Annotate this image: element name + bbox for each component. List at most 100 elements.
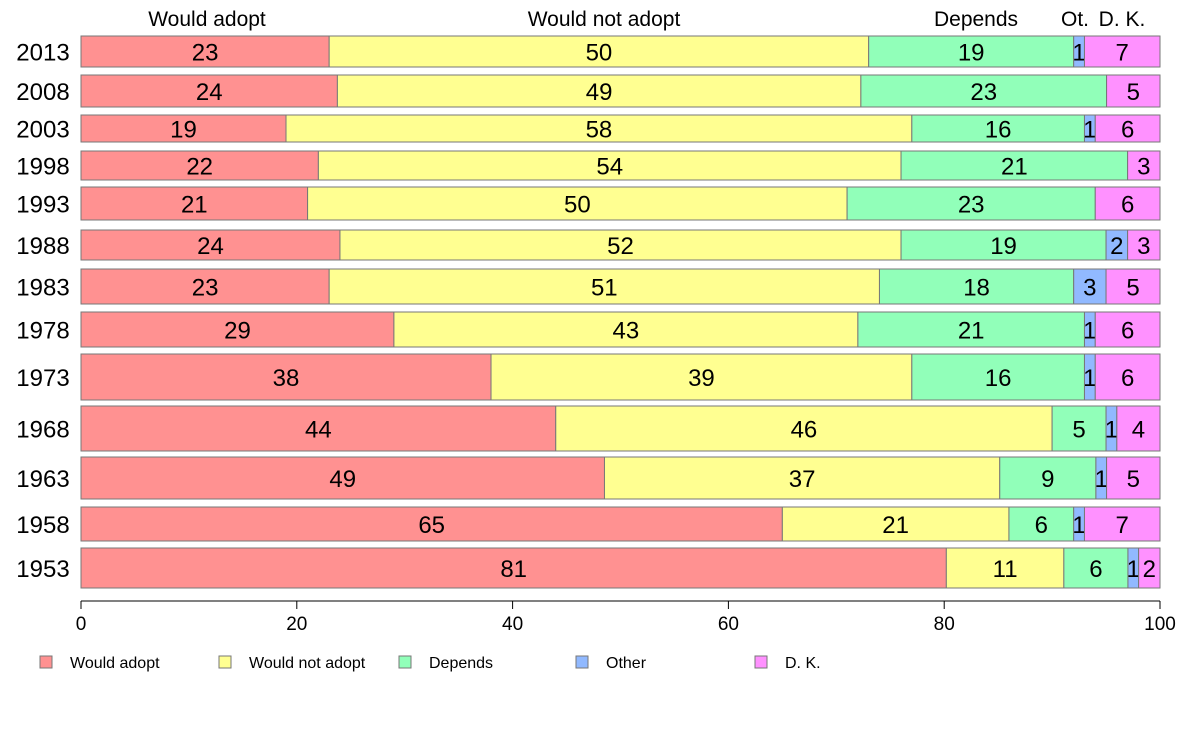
legend-item-d-k: D. K. — [754, 655, 821, 672]
data-label: 1 — [1127, 556, 1140, 583]
data-label: 49 — [329, 466, 356, 493]
data-label: 1 — [1095, 466, 1108, 493]
legend-swatch — [575, 655, 589, 669]
data-label: 1 — [1083, 318, 1096, 345]
year-label: 1973 — [16, 365, 69, 392]
bar-segment-would-not-adopt — [339, 229, 902, 261]
bar-segment-depends — [1008, 506, 1075, 542]
data-label: 6 — [1121, 365, 1134, 392]
data-label: 6 — [1121, 192, 1134, 219]
data-label: 23 — [192, 275, 219, 302]
legend-label: D. K. — [785, 655, 821, 672]
data-label: 2 — [1143, 556, 1156, 583]
data-label: 19 — [990, 233, 1017, 260]
legend-label: Would not adopt — [249, 655, 366, 672]
bar-segment-d-k — [1094, 311, 1161, 348]
data-label: 38 — [273, 365, 300, 392]
bar-segment-would-adopt — [80, 456, 605, 500]
data-label: 5 — [1127, 466, 1140, 493]
bar-segment-would-adopt — [80, 35, 330, 68]
bar-segment-would-adopt — [80, 186, 309, 221]
legend: Would adopt Would not adopt Depends Other D.… — [39, 655, 821, 672]
data-label: 6 — [1035, 512, 1048, 539]
bar-segment-would-not-adopt — [328, 268, 880, 305]
data-label: 1 — [1072, 40, 1085, 67]
x-tick-label: 40 — [502, 614, 523, 635]
data-label: 3 — [1137, 233, 1150, 260]
x-tick-label: 20 — [286, 614, 307, 635]
bars-group: 23 50 19 1 724 49 23 519 58 16 1 622 54 21 321 50 23 624 5… — [80, 35, 1161, 589]
legend-swatch — [398, 655, 412, 669]
year-label: 1978 — [16, 318, 69, 345]
data-label: 6 — [1121, 117, 1134, 144]
bar-segment-d-k — [1116, 405, 1161, 452]
year-label: 1993 — [16, 192, 69, 219]
data-label: 3 — [1083, 275, 1096, 302]
data-label: 22 — [186, 154, 213, 181]
x-tick-label: 100 — [1144, 614, 1176, 635]
bar-segment-depends — [868, 35, 1075, 68]
legend-swatch — [754, 655, 768, 669]
data-label: 23 — [192, 40, 219, 67]
year-label: 1963 — [16, 466, 69, 493]
data-label: 21 — [181, 192, 208, 219]
data-label: 23 — [970, 79, 997, 106]
bar-segment-d-k — [1105, 268, 1161, 305]
year-label: 1983 — [16, 275, 69, 302]
bar-segment-depends — [846, 186, 1096, 221]
data-label: 37 — [789, 466, 816, 493]
bar-segment-would-not-adopt — [328, 35, 870, 68]
year-label: 1968 — [16, 417, 69, 444]
data-label: 81 — [500, 556, 527, 583]
bar-segment-would-adopt — [80, 268, 330, 305]
bar-segment-would-adopt — [80, 547, 947, 589]
legend-swatch — [39, 655, 53, 669]
data-label: 21 — [882, 512, 909, 539]
bar-segment-d-k — [1106, 456, 1161, 500]
data-label: 7 — [1116, 512, 1129, 539]
bar-segment-would-adopt — [80, 353, 492, 401]
bar-segment-would-adopt — [80, 74, 338, 108]
year-label: 1958 — [16, 512, 69, 539]
data-label: 18 — [963, 275, 990, 302]
year-label: 2013 — [16, 40, 69, 67]
bar-segment-would-adopt — [80, 150, 319, 181]
data-label: 24 — [196, 79, 223, 106]
data-label: 16 — [985, 365, 1012, 392]
data-label: 4 — [1132, 417, 1145, 444]
data-label: 50 — [564, 192, 591, 219]
data-label: 5 — [1126, 275, 1139, 302]
data-label: 16 — [985, 117, 1012, 144]
data-label: 7 — [1116, 40, 1129, 67]
bar-segment-depends — [900, 229, 1107, 261]
data-label: 19 — [958, 40, 985, 67]
data-label: 2 — [1110, 233, 1123, 260]
column-header-would-adopt: Would adopt — [148, 8, 266, 31]
bar-segment-d-k — [1106, 74, 1161, 108]
year-label: 1988 — [16, 233, 69, 260]
bar-segment-would-not-adopt — [307, 186, 848, 221]
legend-label: Other — [606, 655, 647, 672]
bar-segment-d-k — [1127, 229, 1161, 261]
bar-segment-d-k — [1127, 150, 1161, 181]
data-label: 11 — [993, 556, 1018, 583]
data-label: 46 — [791, 417, 818, 444]
data-label: 1 — [1083, 117, 1096, 144]
x-tick-label: 60 — [718, 614, 739, 635]
data-label: 24 — [197, 233, 224, 260]
bar-segment-depends — [857, 311, 1085, 348]
bar-segment-depends — [1063, 547, 1129, 589]
bar-segment-would-not-adopt — [945, 547, 1065, 589]
bar-segment-would-not-adopt — [603, 456, 1001, 500]
year-label: 2008 — [16, 79, 69, 106]
data-label: 6 — [1121, 318, 1134, 345]
legend-label: Would adopt — [70, 655, 160, 672]
year-labels: 2013 2008 2003 1998 1993 1988 1983 1978 1973 1968… — [16, 40, 69, 584]
data-label: 21 — [1001, 154, 1028, 181]
x-axis: 0 20 40 60 80 100 — [76, 600, 1176, 635]
bar-segment-d-k — [1094, 186, 1161, 221]
bar-segment-d-k — [1083, 506, 1161, 542]
column-header-ot: Ot. — [1061, 8, 1089, 31]
column-header-would-not-adopt: Would not adopt — [528, 8, 681, 31]
